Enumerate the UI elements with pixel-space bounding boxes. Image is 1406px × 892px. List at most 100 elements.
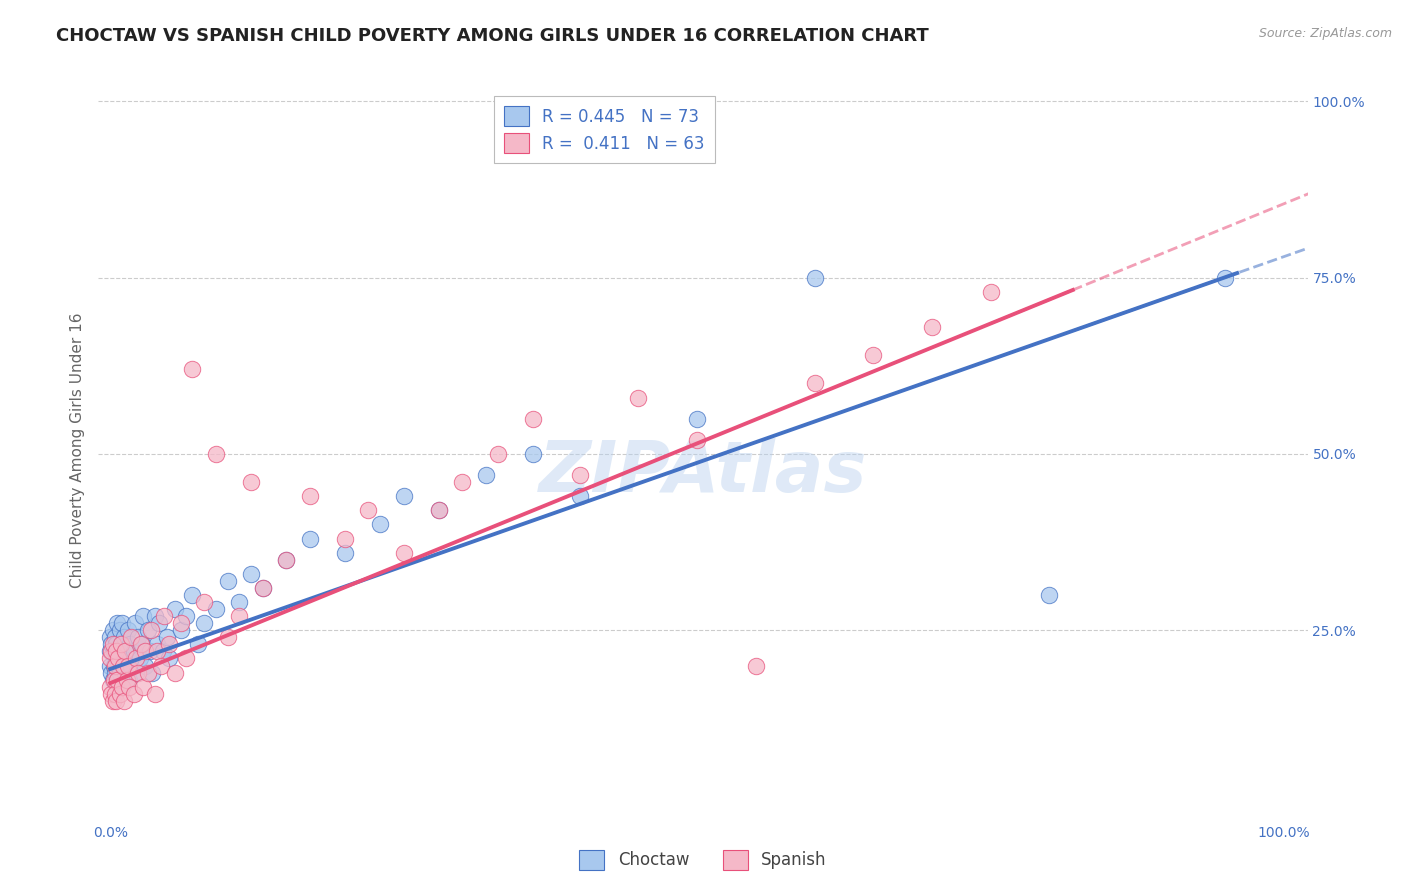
Point xyxy=(176,651,198,665)
Point xyxy=(105,616,128,631)
Point xyxy=(157,651,180,665)
Point xyxy=(134,644,156,658)
Point xyxy=(392,546,415,560)
Point xyxy=(163,602,186,616)
Point xyxy=(117,658,139,673)
Point xyxy=(146,644,169,658)
Point xyxy=(627,391,650,405)
Point xyxy=(105,651,128,665)
Point xyxy=(127,665,149,680)
Point xyxy=(118,680,141,694)
Point xyxy=(127,630,149,644)
Point xyxy=(148,616,170,631)
Point xyxy=(104,665,127,680)
Point xyxy=(141,624,163,638)
Point xyxy=(107,658,129,673)
Point xyxy=(745,658,768,673)
Point xyxy=(217,630,239,644)
Point xyxy=(111,680,134,694)
Point xyxy=(108,665,131,680)
Point xyxy=(105,694,128,708)
Point xyxy=(240,566,263,581)
Point xyxy=(240,475,263,490)
Point xyxy=(143,609,166,624)
Point xyxy=(112,658,135,673)
Point xyxy=(131,637,153,651)
Point xyxy=(803,270,825,285)
Point xyxy=(427,503,450,517)
Point xyxy=(101,624,124,638)
Point xyxy=(980,285,1002,299)
Point xyxy=(103,673,125,687)
Point xyxy=(104,630,127,644)
Point xyxy=(110,637,132,651)
Point xyxy=(522,447,544,461)
Point xyxy=(98,644,121,658)
Point xyxy=(111,680,134,694)
Point xyxy=(132,680,155,694)
Point xyxy=(568,468,591,483)
Point xyxy=(124,616,146,631)
Point xyxy=(169,616,191,631)
Point xyxy=(252,581,274,595)
Point xyxy=(252,581,274,595)
Point xyxy=(153,609,176,624)
Point xyxy=(122,687,145,701)
Point xyxy=(105,673,128,687)
Point xyxy=(111,616,134,631)
Point xyxy=(100,637,122,651)
Point xyxy=(204,602,226,616)
Point xyxy=(217,574,239,588)
Point xyxy=(276,553,298,567)
Point xyxy=(136,624,159,638)
Point xyxy=(486,447,509,461)
Point xyxy=(120,637,142,651)
Point xyxy=(163,665,186,680)
Point xyxy=(98,651,121,665)
Point xyxy=(228,609,250,624)
Point xyxy=(112,630,135,644)
Point xyxy=(128,651,150,665)
Point xyxy=(176,609,198,624)
Point xyxy=(357,503,380,517)
Point xyxy=(862,348,884,362)
Point xyxy=(105,644,128,658)
Point xyxy=(114,665,136,680)
Point xyxy=(193,595,215,609)
Point xyxy=(101,673,124,687)
Point xyxy=(568,489,591,503)
Legend: Choctaw, Spanish: Choctaw, Spanish xyxy=(572,843,834,877)
Y-axis label: Child Poverty Among Girls Under 16: Child Poverty Among Girls Under 16 xyxy=(69,313,84,588)
Point xyxy=(451,475,474,490)
Point xyxy=(122,644,145,658)
Point xyxy=(100,687,122,701)
Point xyxy=(117,651,139,665)
Point xyxy=(139,644,162,658)
Point xyxy=(1038,588,1060,602)
Point xyxy=(100,665,122,680)
Point xyxy=(101,694,124,708)
Point xyxy=(125,651,148,665)
Point xyxy=(120,630,142,644)
Point xyxy=(98,680,121,694)
Point xyxy=(103,658,125,673)
Point xyxy=(187,637,209,651)
Point xyxy=(686,411,709,425)
Text: CHOCTAW VS SPANISH CHILD POVERTY AMONG GIRLS UNDER 16 CORRELATION CHART: CHOCTAW VS SPANISH CHILD POVERTY AMONG G… xyxy=(56,27,929,45)
Point xyxy=(98,630,121,644)
Point xyxy=(110,651,132,665)
Point xyxy=(110,637,132,651)
Point xyxy=(228,595,250,609)
Point xyxy=(118,673,141,687)
Point xyxy=(112,694,135,708)
Point xyxy=(125,665,148,680)
Point xyxy=(105,637,128,651)
Point xyxy=(117,624,139,638)
Point xyxy=(1215,270,1237,285)
Point xyxy=(392,489,415,503)
Point xyxy=(129,637,152,651)
Point xyxy=(193,616,215,631)
Point xyxy=(803,376,825,391)
Point xyxy=(298,489,321,503)
Point xyxy=(143,687,166,701)
